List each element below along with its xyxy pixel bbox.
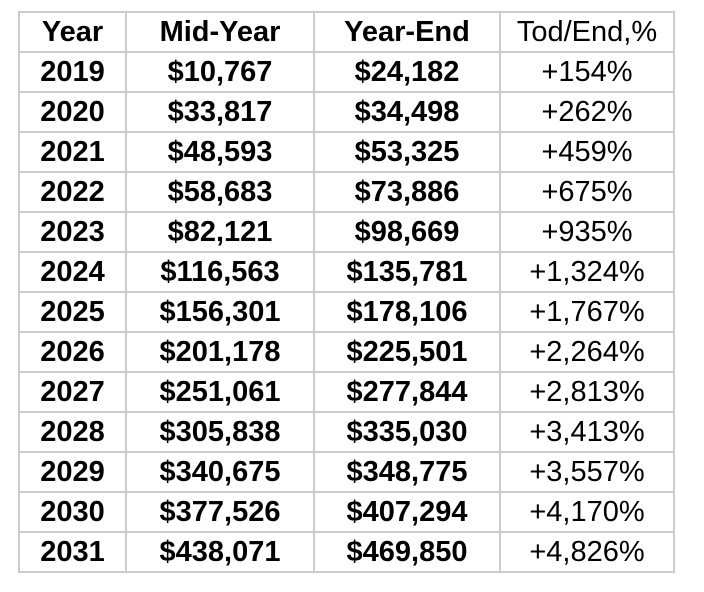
mid-year-cell: $58,683 <box>125 171 315 213</box>
tod-end-pct-cell: +3,413% <box>499 411 675 453</box>
year-end-cell: $335,030 <box>313 411 501 453</box>
year-cell: 2025 <box>18 291 127 333</box>
header-year-end: Year-End <box>313 11 501 53</box>
mid-year-cell: $377,526 <box>125 491 315 533</box>
year-end-cell: $24,182 <box>313 51 501 93</box>
year-cell: 2027 <box>18 371 127 413</box>
year-end-cell: $469,850 <box>313 531 501 573</box>
table-row: 2021 $48,593 $53,325 +459% <box>18 131 675 173</box>
table-row: 2019 $10,767 $24,182 +154% <box>18 51 675 93</box>
header-mid-year: Mid-Year <box>125 11 315 53</box>
year-end-cell: $277,844 <box>313 371 501 413</box>
mid-year-cell: $156,301 <box>125 291 315 333</box>
year-end-cell: $98,669 <box>313 211 501 253</box>
tod-end-pct-cell: +262% <box>499 91 675 133</box>
table-row: 2027 $251,061 $277,844 +2,813% <box>18 371 675 413</box>
year-cell: 2028 <box>18 411 127 453</box>
year-cell: 2023 <box>18 211 127 253</box>
table-row: 2024 $116,563 $135,781 +1,324% <box>18 251 675 293</box>
mid-year-cell: $305,838 <box>125 411 315 453</box>
tod-end-pct-cell: +459% <box>499 131 675 173</box>
year-cell: 2029 <box>18 451 127 493</box>
tod-end-pct-cell: +154% <box>499 51 675 93</box>
mid-year-cell: $201,178 <box>125 331 315 373</box>
table-row: 2029 $340,675 $348,775 +3,557% <box>18 451 675 493</box>
mid-year-cell: $438,071 <box>125 531 315 573</box>
mid-year-cell: $340,675 <box>125 451 315 493</box>
year-cell: 2022 <box>18 171 127 213</box>
mid-year-cell: $82,121 <box>125 211 315 253</box>
year-end-cell: $73,886 <box>313 171 501 213</box>
tod-end-pct-cell: +1,767% <box>499 291 675 333</box>
table-row: 2030 $377,526 $407,294 +4,170% <box>18 491 675 533</box>
tod-end-pct-cell: +4,826% <box>499 531 675 573</box>
year-end-cell: $135,781 <box>313 251 501 293</box>
year-end-cell: $34,498 <box>313 91 501 133</box>
tod-end-pct-cell: +3,557% <box>499 451 675 493</box>
table-row: 2022 $58,683 $73,886 +675% <box>18 171 675 213</box>
table-row: 2020 $33,817 $34,498 +262% <box>18 91 675 133</box>
year-end-cell: $225,501 <box>313 331 501 373</box>
table-row: 2026 $201,178 $225,501 +2,264% <box>18 331 675 373</box>
year-cell: 2026 <box>18 331 127 373</box>
tod-end-pct-cell: +1,324% <box>499 251 675 293</box>
tod-end-pct-cell: +2,264% <box>499 331 675 373</box>
year-end-cell: $348,775 <box>313 451 501 493</box>
tod-end-pct-cell: +675% <box>499 171 675 213</box>
year-end-cell: $407,294 <box>313 491 501 533</box>
data-table: Year Mid-Year Year-End Tod/End,% 2019 $10… <box>18 11 675 573</box>
year-cell: 2024 <box>18 251 127 293</box>
year-cell: 2019 <box>18 51 127 93</box>
mid-year-cell: $251,061 <box>125 371 315 413</box>
mid-year-cell: $33,817 <box>125 91 315 133</box>
year-cell: 2021 <box>18 131 127 173</box>
header-year: Year <box>18 11 127 53</box>
year-end-cell: $178,106 <box>313 291 501 333</box>
year-end-cell: $53,325 <box>313 131 501 173</box>
year-cell: 2030 <box>18 491 127 533</box>
table-row: 2023 $82,121 $98,669 +935% <box>18 211 675 253</box>
tod-end-pct-cell: +935% <box>499 211 675 253</box>
table-row: 2028 $305,838 $335,030 +3,413% <box>18 411 675 453</box>
table-row: 2031 $438,071 $469,850 +4,826% <box>18 531 675 573</box>
tod-end-pct-cell: +2,813% <box>499 371 675 413</box>
table-body: 2019 $10,767 $24,182 +154% 2020 $33,817 $34,49… <box>18 51 675 573</box>
table-row: 2025 $156,301 $178,106 +1,767% <box>18 291 675 333</box>
mid-year-cell: $116,563 <box>125 251 315 293</box>
year-cell: 2031 <box>18 531 127 573</box>
year-cell: 2020 <box>18 91 127 133</box>
header-tod-end-pct: Tod/End,% <box>499 11 675 53</box>
header-row: Year Mid-Year Year-End Tod/End,% <box>18 11 675 53</box>
mid-year-cell: $10,767 <box>125 51 315 93</box>
mid-year-cell: $48,593 <box>125 131 315 173</box>
tod-end-pct-cell: +4,170% <box>499 491 675 533</box>
